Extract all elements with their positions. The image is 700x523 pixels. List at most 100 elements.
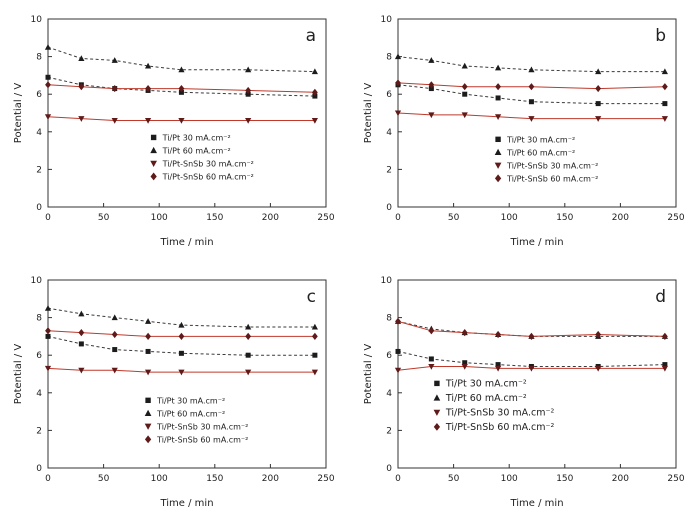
y-tick-label: 4: [386, 127, 392, 137]
subplot-a: 0 50 100 150 200 250 0 2 4 6 8 10 Time / min Potentia…: [0, 0, 350, 261]
marker-diamond: [528, 82, 535, 90]
subplot-b: 0 50 100 150 200 250 0 2 4 6 8 10 Time / min Potentia…: [350, 0, 700, 261]
marker-diamond: [495, 82, 501, 90]
y-tick-label: 0: [386, 464, 392, 474]
marker-diamond: [595, 84, 602, 92]
marker-square: [45, 74, 51, 80]
marker-diamond: [433, 423, 441, 431]
marker-triangle-up: [150, 146, 157, 153]
legend-label: Ti/Pt 30 mA.cm⁻²: [445, 378, 527, 389]
chart-canvas-b: 0 50 100 150 200 250 0 2 4 6 8 10 Time / min Potentia…: [363, 15, 685, 248]
subplot-d: 0 50 100 150 200 250 0 2 4 6 8 10 Time / min Potentia…: [350, 261, 700, 523]
y-tick-label: 0: [36, 203, 42, 213]
marker-triangle-down: [144, 423, 152, 430]
marker-triangle-down: [178, 369, 185, 376]
legend-label: Ti/Pt-SnSb 60 mA.cm⁻²: [162, 172, 254, 181]
x-axis-label: Time / min: [159, 237, 213, 248]
y-axis-label: Potential / V: [363, 344, 374, 405]
x-tick-label: 200: [262, 213, 279, 223]
marker-triangle-up: [245, 323, 252, 330]
marker-square: [178, 89, 184, 95]
marker-square: [45, 333, 51, 339]
marker-diamond: [178, 84, 185, 92]
marker-triangle-down: [595, 115, 602, 122]
marker-triangle-up: [311, 323, 318, 330]
x-axis-label: Time / min: [159, 498, 213, 509]
y-tick-label: 10: [381, 15, 393, 25]
marker-triangle-up: [144, 409, 152, 417]
x-tick-label: 0: [45, 474, 51, 484]
marker-square: [312, 352, 318, 358]
marker-square: [145, 397, 151, 404]
marker-square: [145, 348, 151, 354]
marker-diamond: [461, 82, 468, 90]
marker-triangle-down: [595, 365, 602, 372]
legend-label: Ti/Pt 60 mA.cm⁻²: [506, 148, 575, 157]
y-tick-label: 4: [36, 389, 42, 399]
x-tick-label: 0: [45, 213, 51, 223]
chart-canvas-a: 0 50 100 150 200 250 0 2 4 6 8 10 Time / min Potentia…: [13, 15, 335, 248]
x-tick-label: 150: [556, 474, 573, 484]
x-tick-label: 150: [206, 474, 223, 484]
y-tick-label: 10: [31, 15, 43, 25]
marker-triangle-down: [311, 117, 318, 124]
marker-diamond: [245, 86, 252, 94]
marker-triangle-down: [494, 162, 502, 169]
x-tick-label: 100: [151, 474, 168, 484]
y-axis-label: Potential / V: [13, 82, 24, 143]
marker-triangle-down: [661, 365, 668, 372]
marker-triangle-up: [311, 67, 318, 74]
marker-triangle-up: [595, 67, 602, 74]
chart-canvas-c: 0 50 100 150 200 250 0 2 4 6 8 10 Time / min Potentia…: [13, 276, 335, 509]
marker-triangle-up: [428, 56, 435, 63]
marker-diamond: [661, 82, 668, 90]
y-tick-label: 2: [36, 165, 42, 175]
marker-triangle-up: [44, 304, 52, 311]
x-axis-label: Time / min: [509, 237, 563, 248]
marker-square: [462, 91, 468, 97]
marker-triangle-down: [461, 111, 468, 118]
marker-triangle-down: [150, 160, 157, 167]
marker-square: [150, 134, 157, 140]
marker-square: [434, 380, 440, 387]
legend-label: Ti/Pt 60 mA.cm⁻²: [156, 409, 225, 418]
marker-triangle-up: [394, 52, 402, 59]
marker-triangle-up: [494, 148, 502, 155]
marker-triangle-down: [44, 113, 52, 120]
marker-triangle-down: [428, 111, 435, 118]
marker-square: [245, 91, 251, 97]
x-tick-label: 150: [206, 213, 223, 223]
x-tick-label: 50: [98, 474, 110, 484]
marker-diamond: [78, 82, 85, 90]
x-tick-label: 100: [501, 474, 518, 484]
marker-square: [428, 356, 434, 362]
y-tick-label: 6: [36, 351, 42, 361]
x-tick-label: 50: [98, 213, 110, 223]
marker-diamond: [150, 172, 157, 180]
y-tick-label: 10: [381, 276, 393, 286]
legend-label: Ti/Pt 30 mA.cm⁻²: [162, 133, 231, 142]
x-tick-label: 100: [501, 213, 518, 223]
marker-diamond: [45, 327, 51, 335]
marker-diamond: [145, 332, 151, 340]
y-tick-label: 8: [386, 314, 392, 324]
x-tick-label: 200: [262, 474, 279, 484]
marker-triangle-up: [78, 54, 85, 61]
x-tick-label: 0: [395, 474, 401, 484]
marker-triangle-down: [144, 369, 152, 376]
y-tick-label: 2: [386, 426, 392, 436]
marker-triangle-down: [311, 369, 318, 376]
legend-label: Ti/Pt-SnSb 30 mA.cm⁻²: [162, 159, 254, 168]
marker-diamond: [528, 332, 535, 340]
x-tick-label: 250: [667, 474, 684, 484]
marker-triangle-up: [44, 43, 52, 50]
legend-label: Ti/Pt-SnSb 60 mA.cm⁻²: [506, 174, 598, 183]
marker-diamond: [461, 329, 468, 337]
marker-diamond: [245, 332, 252, 340]
x-tick-label: 250: [667, 213, 684, 223]
y-tick-label: 10: [31, 276, 43, 286]
marker-triangle-up: [461, 62, 468, 68]
marker-triangle-down: [78, 115, 85, 122]
marker-diamond: [311, 332, 318, 340]
